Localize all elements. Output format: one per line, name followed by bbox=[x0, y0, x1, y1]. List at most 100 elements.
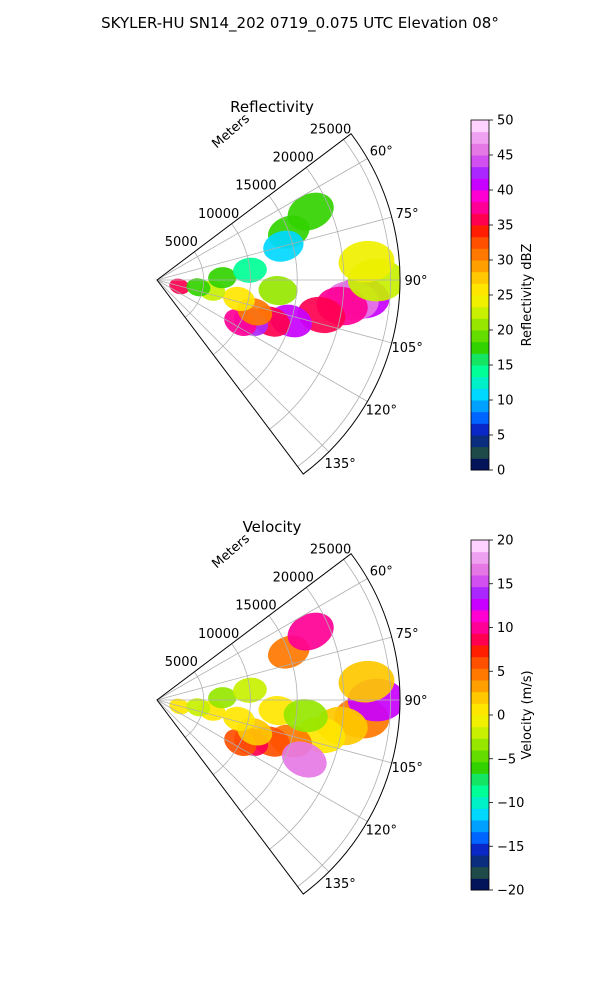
azimuth-gridline bbox=[156, 636, 392, 701]
colorbar-label: Reflectivity dBZ bbox=[520, 244, 535, 347]
colorbar-tick-label: −15 bbox=[497, 840, 524, 855]
colorbar-tick-label: 40 bbox=[497, 184, 514, 199]
range-ring bbox=[184, 251, 205, 318]
azimuth-tick-label: 75° bbox=[396, 207, 419, 222]
colorbar-swatch bbox=[471, 400, 489, 413]
colorbar-swatch bbox=[471, 866, 489, 879]
radial-tick-label: 25000 bbox=[310, 122, 351, 137]
azimuth-tick-label: 135° bbox=[324, 457, 355, 472]
colorbar-swatch bbox=[471, 178, 489, 191]
colorbar-swatch bbox=[471, 575, 489, 588]
radial-tick-label: 5000 bbox=[165, 655, 198, 670]
colorbar-tick-label: 10 bbox=[497, 394, 514, 409]
colorbar-swatch bbox=[471, 610, 489, 623]
colorbar: 0 5 10 15 20 25 30 35 40 45 50 Reflectivity dBZ bbox=[470, 114, 535, 479]
colorbar: −20 −15 −10 −5 0 5 10 15 20 Velocity (m/s) bbox=[470, 534, 535, 899]
colorbar-tick-label: 50 bbox=[497, 114, 514, 129]
colorbar-swatch bbox=[471, 843, 489, 856]
data-cell bbox=[287, 612, 334, 651]
sector-frame bbox=[156, 553, 401, 895]
sector-frame bbox=[156, 133, 401, 475]
azimuth-gridline bbox=[156, 279, 392, 344]
azimuth-gridline bbox=[156, 279, 368, 402]
colorbar-tick-label: 15 bbox=[497, 577, 514, 592]
colorbar-swatch bbox=[471, 143, 489, 156]
data-cell bbox=[287, 192, 334, 231]
azimuth-tick-label: 120° bbox=[366, 404, 397, 419]
colorbar-tick-label: 45 bbox=[497, 149, 514, 164]
colorbar-swatch bbox=[471, 423, 489, 436]
colorbar-swatch bbox=[471, 376, 489, 389]
radial-tick-label: 20000 bbox=[273, 571, 314, 586]
azimuth-tick-label: 60° bbox=[370, 565, 393, 580]
colorbar-swatch bbox=[471, 563, 489, 576]
azimuth-tick-label: 60° bbox=[370, 145, 393, 160]
data-cell bbox=[338, 240, 395, 283]
azimuth-tick-label: 105° bbox=[392, 341, 423, 356]
colorbar-tick-label: 20 bbox=[497, 534, 514, 549]
azimuth-gridline bbox=[156, 578, 368, 701]
colorbar-tick-label: 0 bbox=[497, 709, 505, 724]
azimuth-tick-label: 120° bbox=[366, 824, 397, 839]
range-ring bbox=[213, 223, 251, 355]
colorbar-tick-label: −5 bbox=[497, 752, 516, 767]
colorbar-label: Velocity (m/s) bbox=[520, 670, 535, 759]
colorbar-tick-label: 20 bbox=[497, 324, 514, 339]
colorbar-swatch bbox=[471, 155, 489, 168]
colorbar-swatch bbox=[471, 388, 489, 401]
colorbar-swatch bbox=[471, 120, 489, 133]
colorbar-swatch bbox=[471, 248, 489, 261]
colorbar-swatch bbox=[471, 201, 489, 214]
colorbar-swatch bbox=[471, 271, 489, 284]
colorbar-swatch bbox=[471, 668, 489, 681]
colorbar-swatch bbox=[471, 551, 489, 564]
colorbar-swatch bbox=[471, 598, 489, 611]
colorbar-swatch bbox=[471, 411, 489, 424]
colorbar-swatch bbox=[471, 341, 489, 354]
colorbar-swatch bbox=[471, 715, 489, 728]
colorbar-tick-label: 15 bbox=[497, 359, 514, 374]
colorbar-swatch bbox=[471, 365, 489, 378]
colorbar-swatch bbox=[471, 458, 489, 471]
radial-tick-label: 25000 bbox=[310, 542, 351, 557]
colorbar-swatch bbox=[471, 213, 489, 226]
colorbar-swatch bbox=[471, 808, 489, 821]
colorbar-swatch bbox=[471, 306, 489, 319]
azimuth-gridline bbox=[156, 699, 368, 822]
azimuth-gridline bbox=[156, 158, 368, 281]
colorbar-swatch bbox=[471, 330, 489, 343]
colorbar-tick-label: 0 bbox=[497, 464, 505, 479]
range-ring bbox=[241, 195, 298, 393]
range-ring bbox=[269, 167, 345, 430]
colorbar-swatch bbox=[471, 435, 489, 448]
colorbar-swatch bbox=[471, 831, 489, 844]
azimuth-tick-label: 135° bbox=[324, 877, 355, 892]
colorbar-swatch bbox=[471, 166, 489, 179]
colorbar-swatch bbox=[471, 236, 489, 249]
range-ring bbox=[213, 643, 251, 775]
azimuth-gridline bbox=[156, 699, 330, 873]
colorbar-swatch bbox=[471, 633, 489, 646]
colorbar-swatch bbox=[471, 820, 489, 833]
colorbar-swatch bbox=[471, 283, 489, 296]
colorbar-swatch bbox=[471, 131, 489, 144]
range-ring bbox=[297, 559, 392, 887]
colorbar-swatch bbox=[471, 260, 489, 273]
data-cell bbox=[338, 660, 395, 703]
colorbar-swatch bbox=[471, 645, 489, 658]
colorbar-swatch bbox=[471, 656, 489, 669]
range-ring bbox=[184, 671, 205, 738]
colorbar-swatch bbox=[471, 586, 489, 599]
data-cell bbox=[208, 687, 237, 709]
chart-title: Reflectivity bbox=[230, 98, 314, 116]
colorbar-tick-label: −10 bbox=[497, 796, 524, 811]
colorbar-swatch bbox=[471, 750, 489, 763]
data-cell bbox=[186, 698, 211, 717]
azimuth-tick-label: 105° bbox=[392, 761, 423, 776]
azimuth-gridline bbox=[156, 699, 392, 764]
colorbar-swatch bbox=[471, 225, 489, 238]
colorbar-swatch bbox=[471, 295, 489, 308]
radial-tick-label: 10000 bbox=[198, 627, 239, 642]
